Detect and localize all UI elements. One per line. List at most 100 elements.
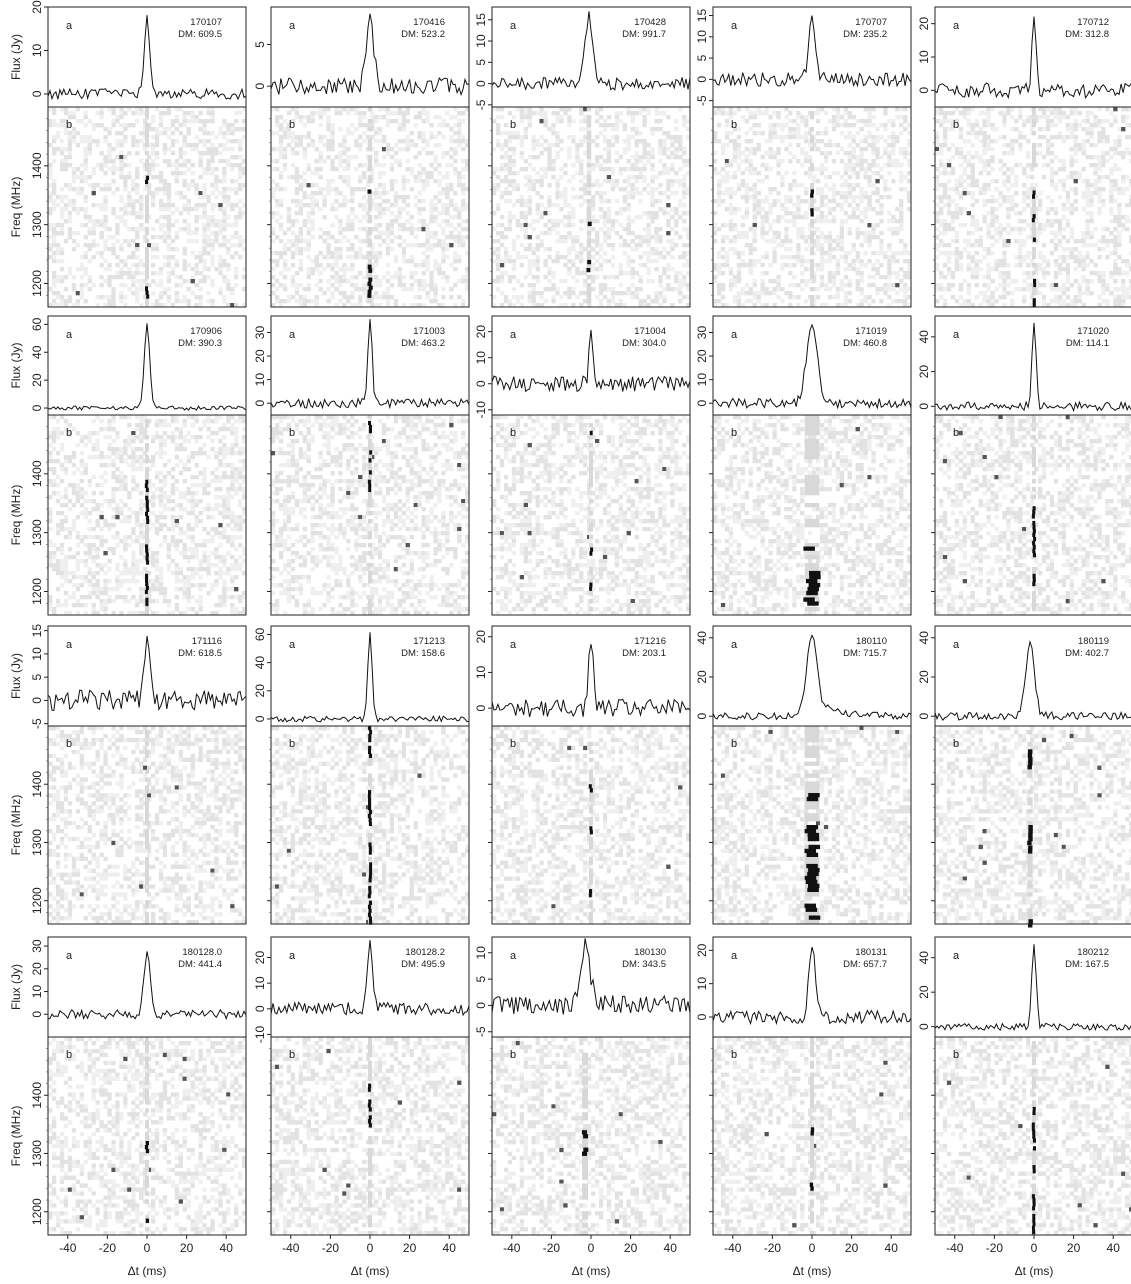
time-axis-title: Δt (ms) xyxy=(572,1264,611,1278)
time-tick-label: -20 xyxy=(543,1241,561,1255)
burst-id-label: 180110 xyxy=(856,636,887,647)
flux-tick-label: 20 xyxy=(253,684,267,698)
flux-tick-label: 0 xyxy=(474,1002,488,1009)
profile-panel-letter: a xyxy=(289,639,296,651)
time-tick-label: 0 xyxy=(144,1241,151,1255)
waterfall-panel-letter: b xyxy=(66,427,72,439)
time-tick-label: -20 xyxy=(322,1241,340,1255)
freq-tick-label: 1200 xyxy=(30,887,44,914)
time-tick-label: 20 xyxy=(624,1241,638,1255)
time-tick-label: -20 xyxy=(986,1241,1004,1255)
freq-axis-title: Freq (MHz) xyxy=(9,1106,23,1167)
flux-tick-label: 40 xyxy=(917,951,931,965)
waterfall-panel: b -40 -20 0 20 40 xyxy=(931,1036,1131,1255)
flux-tick-label: 20 xyxy=(30,0,44,14)
flux-tick-label: 5 xyxy=(474,975,488,982)
profile-panel-letter: a xyxy=(289,20,296,32)
flux-profile-line xyxy=(491,938,691,1015)
burst-dm-label: DM: 523.2 xyxy=(401,29,445,40)
waterfall-panel-letter: b xyxy=(66,119,72,131)
burst-id-label: 170712 xyxy=(1077,17,1109,28)
flux-tick-label: 20 xyxy=(695,349,709,363)
waterfall-panel: b -40 -20 0 20 40 xyxy=(488,1036,691,1255)
flux-axis-title: Flux (Jy) xyxy=(9,343,23,389)
waterfall-panel-letter: b xyxy=(289,427,295,439)
flux-profile-line xyxy=(270,13,470,97)
burst-id-label: 180212 xyxy=(1077,947,1109,958)
time-tick-label: 0 xyxy=(809,1241,816,1255)
flux-tick-label: -5 xyxy=(474,99,488,110)
flux-profile-line xyxy=(712,323,912,410)
waterfall-panel-letter: b xyxy=(289,119,295,131)
flux-tick-label: 0 xyxy=(917,403,931,410)
time-tick-label: 40 xyxy=(443,1241,457,1255)
flux-tick-label: 60 xyxy=(30,317,44,331)
profile-panel-letter: a xyxy=(289,329,296,341)
flux-tick-label: 40 xyxy=(695,631,709,645)
flux-tick-label: 10 xyxy=(917,50,931,64)
burst-id-label: 170107 xyxy=(190,17,222,28)
waterfall-panel: b xyxy=(267,106,470,308)
waterfall-panel-letter: b xyxy=(510,427,516,439)
flux-tick-label: 20 xyxy=(30,373,44,387)
flux-tick-label: 30 xyxy=(253,326,267,340)
flux-profile-line xyxy=(47,15,247,101)
profile-panel-letter: a xyxy=(510,20,517,32)
waterfall-panel: b xyxy=(267,725,470,925)
waterfall-panel: b xyxy=(267,414,470,616)
waterfall-pixels xyxy=(271,726,470,925)
flux-tick-label: 40 xyxy=(30,345,44,359)
time-tick-label: -40 xyxy=(946,1241,964,1255)
flux-tick-label: 10 xyxy=(695,977,709,991)
freq-tick-label: 1400 xyxy=(30,460,44,487)
freq-axis-title: Freq (MHz) xyxy=(9,485,23,546)
flux-tick-label: 60 xyxy=(253,627,267,641)
flux-tick-label: 10 xyxy=(253,976,267,990)
flux-tick-label: 0 xyxy=(253,715,267,722)
flux-tick-label: -5 xyxy=(695,95,709,106)
waterfall-pixels xyxy=(492,415,691,616)
flux-profile-line xyxy=(47,323,247,411)
profile-panel-letter: a xyxy=(953,329,960,341)
flux-tick-label: -5 xyxy=(474,1026,488,1037)
flux-tick-label: 0 xyxy=(695,1013,709,1020)
burst-id-label: 171116 xyxy=(192,636,222,647)
waterfall-pixels xyxy=(935,107,1131,308)
profile-panel-letter: a xyxy=(66,639,73,651)
flux-tick-label: 20 xyxy=(917,670,931,684)
freq-tick-label: 1200 xyxy=(30,270,44,297)
flux-profile-line xyxy=(491,11,691,92)
burst-id-label: 170906 xyxy=(190,326,222,337)
burst-id-label: 180128.0 xyxy=(182,947,222,958)
burst-id-label: 171020 xyxy=(1077,326,1109,337)
waterfall-panel-letter: b xyxy=(510,738,516,750)
waterfall-panel: b -40 -20 0 20 40 xyxy=(709,1036,912,1255)
time-axis-title: Δt (ms) xyxy=(128,1264,167,1278)
time-tick-label: 0 xyxy=(367,1241,374,1255)
profile-panel-letter: a xyxy=(731,20,738,32)
profile-panel-letter: a xyxy=(510,329,517,341)
burst-dm-label: DM: 312.8 xyxy=(1065,29,1109,40)
burst-id-label: 170707 xyxy=(855,17,887,28)
burst-dm-label: DM: 463.2 xyxy=(401,338,445,349)
flux-tick-label: 0 xyxy=(474,80,488,87)
burst-dm-label: DM: 235.2 xyxy=(843,29,887,40)
waterfall-pixels xyxy=(48,415,247,616)
flux-tick-label: -5 xyxy=(30,718,44,729)
time-tick-label: 20 xyxy=(845,1241,859,1255)
waterfall-panel-letter: b xyxy=(731,1049,737,1061)
flux-profile-line xyxy=(712,634,912,721)
waterfall-pixels xyxy=(492,1037,691,1236)
